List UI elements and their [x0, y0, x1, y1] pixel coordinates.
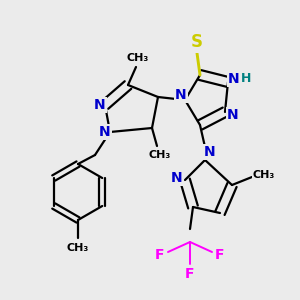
Text: CH₃: CH₃ [253, 170, 275, 180]
Text: N: N [175, 88, 187, 102]
Text: S: S [191, 33, 203, 51]
Text: N: N [228, 72, 240, 86]
Text: CH₃: CH₃ [149, 150, 171, 160]
Text: CH₃: CH₃ [127, 53, 149, 63]
Text: N: N [94, 98, 106, 112]
Text: N: N [99, 125, 111, 139]
Text: N: N [227, 108, 239, 122]
Text: N: N [171, 171, 183, 185]
Text: CH₃: CH₃ [67, 243, 89, 253]
Text: F: F [155, 248, 165, 262]
Text: H: H [241, 73, 251, 85]
Text: F: F [185, 267, 195, 281]
Text: N: N [204, 145, 216, 159]
Text: F: F [215, 248, 225, 262]
